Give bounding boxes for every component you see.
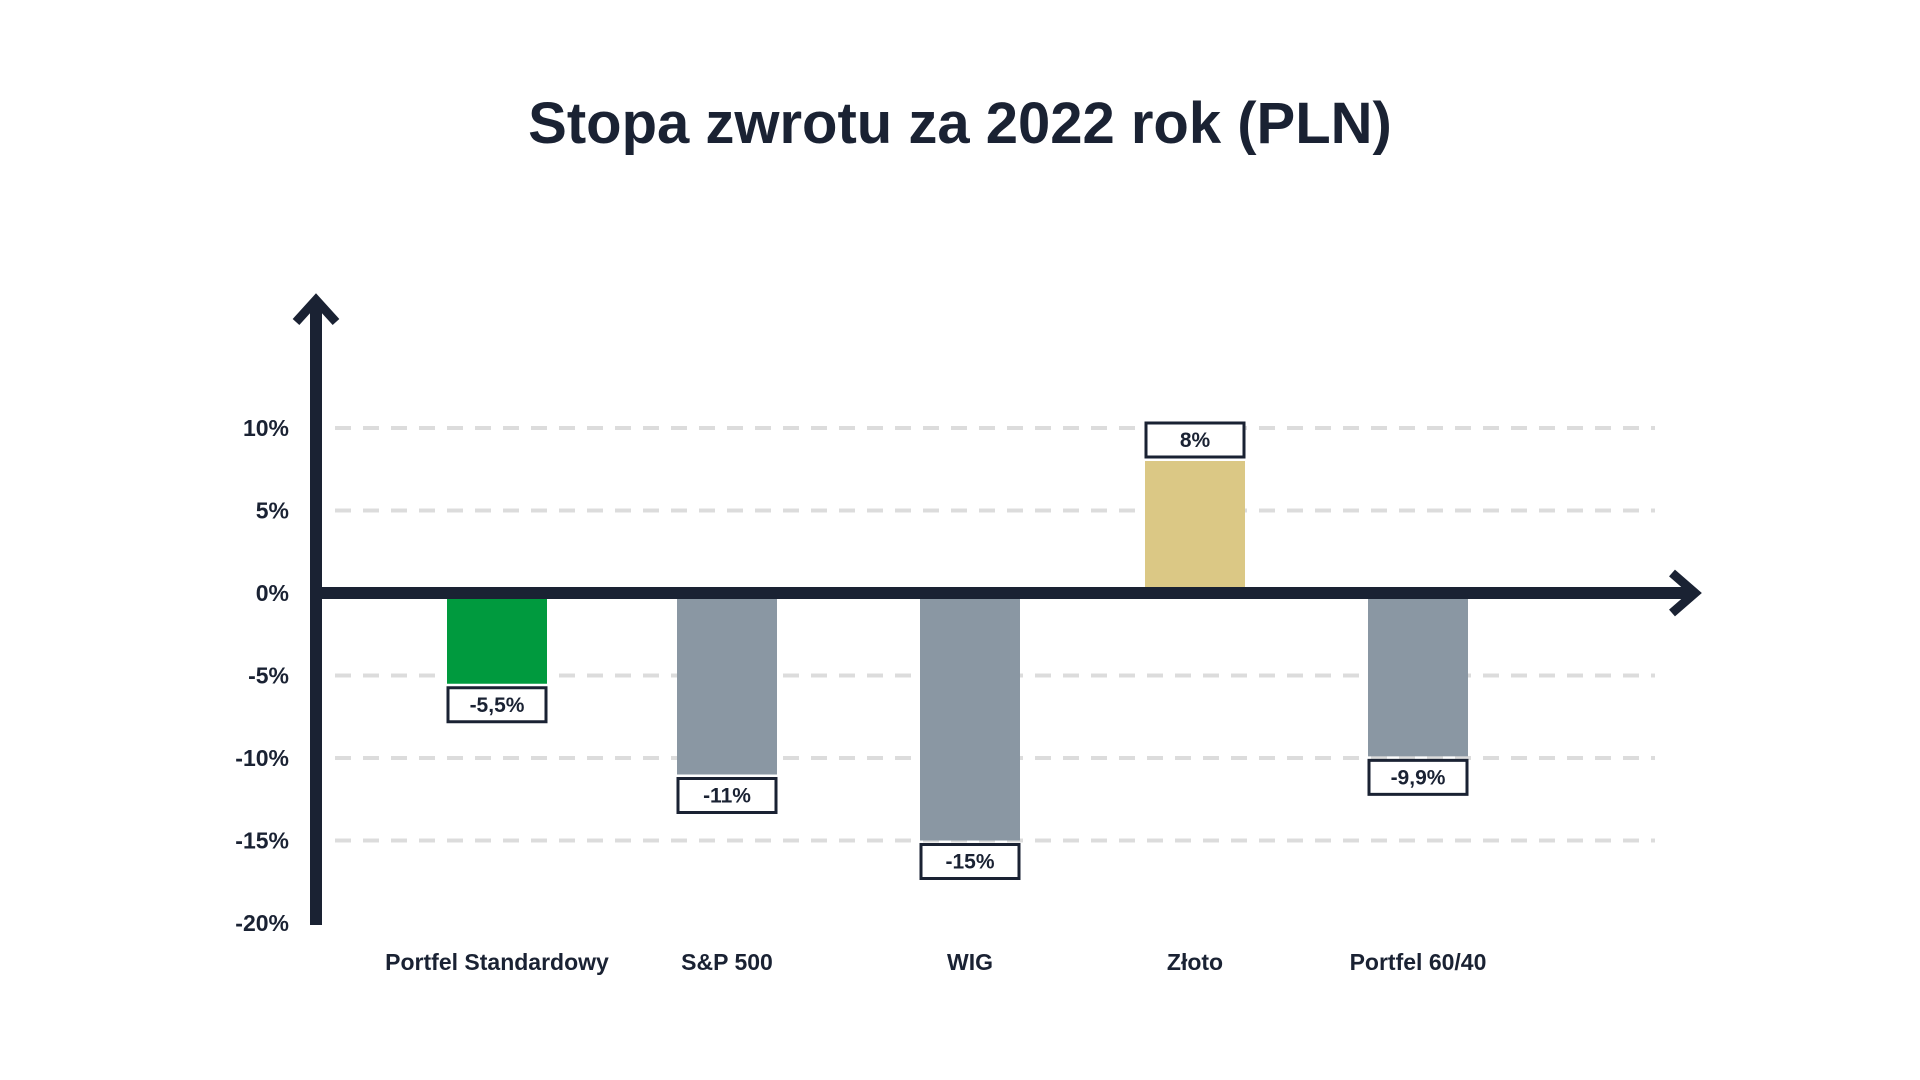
x-tick-label: S&P 500 [681, 949, 773, 975]
data-label-text: 8% [1180, 429, 1211, 452]
bar [920, 593, 1020, 841]
y-tick-label: 0% [256, 580, 289, 606]
data-label: -9,9% [1367, 758, 1469, 796]
data-label-text: -5,5% [470, 694, 525, 717]
data-labels: -5,5% -11% -15% 8% -9,9% [446, 421, 1469, 880]
data-label: 8% [1144, 421, 1246, 459]
y-tick-label: 10% [243, 415, 289, 441]
y-tick-label: 5% [256, 498, 289, 524]
bar [1368, 593, 1468, 757]
data-label-text: -15% [945, 851, 994, 874]
data-label: -5,5% [446, 686, 548, 724]
axes [292, 293, 1702, 925]
y-tick-label: -10% [235, 745, 289, 771]
bar [1145, 461, 1245, 593]
x-tick-label: Złoto [1167, 949, 1223, 975]
data-label-text: -11% [703, 785, 751, 808]
x-tick-label: WIG [947, 949, 993, 975]
y-tick-label: -20% [235, 910, 289, 936]
data-label-box [919, 843, 1021, 880]
bar [677, 593, 777, 775]
bars [447, 461, 1468, 841]
y-tick-label: -15% [235, 828, 289, 854]
y-axis-arrow-icon [292, 293, 340, 326]
x-tick-label: Portfel 60/40 [1350, 949, 1487, 975]
data-label-box [676, 777, 778, 814]
data-label-box [1144, 421, 1246, 459]
data-label-box [1367, 758, 1469, 796]
data-label-box [446, 686, 548, 724]
x-axis-arrow-icon [1669, 569, 1702, 617]
y-axis-tick-labels: 10% 5% 0% -5% -10% -15% -20% [235, 415, 289, 936]
chart-title: Stopa zwrotu za 2022 rok (PLN) [528, 91, 1392, 156]
bar [447, 593, 547, 684]
data-label-text: -9,9% [1391, 766, 1446, 789]
data-label: -15% [919, 843, 1021, 880]
data-label: -11% [676, 777, 778, 814]
y-tick-label: -5% [248, 663, 289, 689]
x-tick-label: Portfel Standardowy [385, 949, 609, 975]
x-axis-tick-labels: Portfel Standardowy S&P 500 WIG Złoto Portfe… [385, 949, 1486, 975]
